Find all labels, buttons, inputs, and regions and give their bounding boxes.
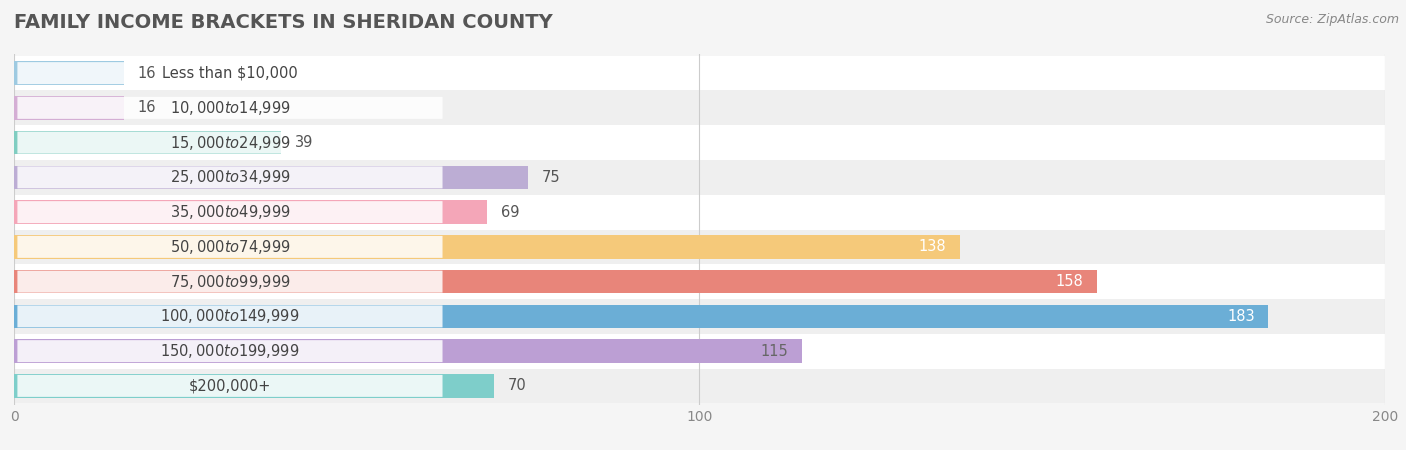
Bar: [14, 200, 486, 224]
Bar: [14, 131, 281, 154]
FancyBboxPatch shape: [17, 97, 443, 119]
Text: FAMILY INCOME BRACKETS IN SHERIDAN COUNTY: FAMILY INCOME BRACKETS IN SHERIDAN COUNT…: [14, 14, 553, 32]
Bar: [0, 125, 1406, 160]
Text: 115: 115: [761, 344, 789, 359]
Text: Source: ZipAtlas.com: Source: ZipAtlas.com: [1265, 14, 1399, 27]
FancyBboxPatch shape: [17, 201, 443, 223]
Bar: [14, 61, 124, 85]
FancyBboxPatch shape: [17, 340, 443, 362]
FancyBboxPatch shape: [17, 132, 443, 153]
FancyBboxPatch shape: [17, 270, 443, 292]
Text: 16: 16: [138, 66, 156, 81]
Text: Less than $10,000: Less than $10,000: [162, 66, 298, 81]
Text: $150,000 to $199,999: $150,000 to $199,999: [160, 342, 299, 360]
Text: $10,000 to $14,999: $10,000 to $14,999: [170, 99, 291, 117]
Bar: [0, 90, 1406, 125]
Text: $200,000+: $200,000+: [188, 378, 271, 393]
Bar: [0, 195, 1406, 230]
Text: $35,000 to $49,999: $35,000 to $49,999: [170, 203, 291, 221]
Text: 183: 183: [1227, 309, 1254, 324]
Bar: [0, 264, 1406, 299]
Bar: [14, 270, 1097, 293]
Bar: [0, 299, 1406, 334]
Bar: [0, 230, 1406, 264]
Bar: [0, 369, 1406, 403]
Text: $25,000 to $34,999: $25,000 to $34,999: [170, 168, 291, 186]
Text: $75,000 to $99,999: $75,000 to $99,999: [170, 273, 291, 291]
Text: $50,000 to $74,999: $50,000 to $74,999: [170, 238, 291, 256]
FancyBboxPatch shape: [17, 306, 443, 327]
Bar: [0, 334, 1406, 369]
Text: 69: 69: [501, 205, 519, 220]
Text: 39: 39: [295, 135, 314, 150]
FancyBboxPatch shape: [17, 166, 443, 189]
Bar: [14, 339, 803, 363]
FancyBboxPatch shape: [17, 375, 443, 397]
Bar: [0, 160, 1406, 195]
Text: 138: 138: [918, 239, 946, 254]
Text: 70: 70: [508, 378, 526, 393]
Bar: [14, 374, 494, 398]
Bar: [14, 235, 960, 259]
Bar: [0, 56, 1406, 90]
FancyBboxPatch shape: [17, 236, 443, 258]
Text: 75: 75: [541, 170, 561, 185]
Bar: [14, 305, 1268, 328]
Text: 158: 158: [1056, 274, 1084, 289]
Text: $15,000 to $24,999: $15,000 to $24,999: [170, 134, 291, 152]
Bar: [14, 96, 124, 120]
FancyBboxPatch shape: [17, 62, 443, 84]
Text: $100,000 to $149,999: $100,000 to $149,999: [160, 307, 299, 325]
Bar: [14, 166, 529, 189]
Text: 16: 16: [138, 100, 156, 115]
